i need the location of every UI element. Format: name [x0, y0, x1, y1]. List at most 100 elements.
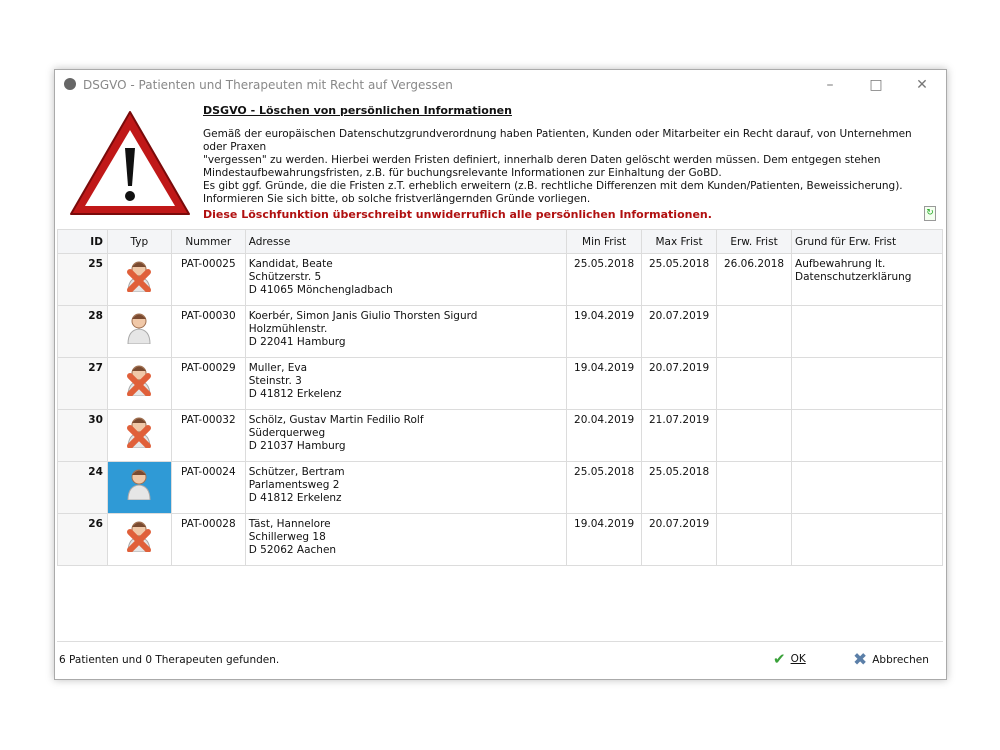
address-city: D 41812 Erkelenz [248, 492, 342, 504]
cell-min-frist: 19.04.2019 [566, 357, 643, 410]
col-id[interactable]: ID [57, 230, 108, 254]
cell-nummer: PAT-00029 [170, 357, 246, 410]
app-icon [64, 78, 76, 90]
address-street: Schützerstr. 5 [248, 271, 322, 283]
status-text: 6 Patienten und 0 Therapeuten gefunden. [59, 654, 280, 666]
cell-adresse: Täst, Hannelore Schillerweg 18 D 52062 Aac… [244, 513, 568, 566]
address-street: Steinstr. 3 [248, 375, 302, 387]
cell-erw-frist [716, 357, 793, 410]
cell-max-frist: 25.05.2018 [641, 253, 718, 306]
ok-button[interactable]: ✔ OK [773, 650, 806, 668]
cell-nummer: PAT-00024 [170, 461, 246, 514]
address-street: Holzmühlenstr. [248, 323, 328, 335]
cell-nummer: PAT-00032 [170, 409, 246, 462]
col-typ[interactable]: Typ [106, 230, 172, 254]
cell-id: 24 [57, 461, 108, 514]
col-adresse[interactable]: Adresse [244, 230, 568, 254]
col-min-frist[interactable]: Min Frist [566, 230, 643, 254]
table-row[interactable]: 25 PAT-00025 Kandidat, Beate Schützerstr.… [57, 253, 943, 306]
address-name: Schölz, Gustav Martin Fedilio Rolf [248, 414, 424, 426]
cell-grund [791, 409, 943, 462]
col-max-frist[interactable]: Max Frist [641, 230, 718, 254]
cell-max-frist: 21.07.2019 [641, 409, 718, 462]
cell-id: 27 [57, 357, 108, 410]
cell-typ[interactable] [106, 305, 172, 358]
dialog-window: DSGVO - Patienten und Therapeuten mit Re… [54, 69, 947, 680]
cell-min-frist: 19.04.2019 [566, 305, 643, 358]
minimize-button[interactable]: – [826, 77, 834, 93]
cell-typ[interactable] [106, 253, 172, 306]
cell-grund [791, 513, 943, 566]
cell-min-frist: 25.05.2018 [566, 253, 643, 306]
cell-nummer: PAT-00028 [170, 513, 246, 566]
cell-grund [791, 461, 943, 514]
cell-typ[interactable] [106, 357, 172, 410]
info-paragraph: Gemäß der europäischen Datenschutzgrundv… [203, 128, 933, 206]
patient-icon [127, 469, 151, 501]
address-street: Süderquerweg [248, 427, 326, 439]
col-nummer[interactable]: Nummer [170, 230, 246, 254]
patient-grid: ID Typ Nummer Adresse Min Frist Max Fris… [57, 229, 943, 642]
cell-erw-frist [716, 305, 793, 358]
maximize-button[interactable]: □ [869, 77, 883, 93]
address-city: D 41065 Mönchengladbach [248, 284, 393, 296]
cell-erw-frist [716, 461, 793, 514]
address-street: Schillerweg 18 [248, 531, 326, 543]
close-button[interactable]: ✕ [916, 77, 928, 93]
cell-erw-frist [716, 409, 793, 462]
address-city: D 21037 Hamburg [248, 440, 346, 452]
table-row[interactable]: 24 PAT-00024 Schützer, Bertram Parlaments… [57, 461, 943, 514]
table-row[interactable]: 30 PAT-00032 Schölz, Gustav Martin Fedil… [57, 409, 943, 462]
info-line: "vergessen" zu werden. Hierbei werden Fr… [203, 154, 881, 166]
patient-deleted-icon [127, 417, 152, 449]
cell-max-frist: 20.07.2019 [641, 513, 718, 566]
cell-max-frist: 20.07.2019 [641, 305, 718, 358]
warning-text: Diese Löschfunktion überschreibt unwider… [203, 208, 712, 221]
address-city: D 22041 Hamburg [248, 336, 346, 348]
cell-typ[interactable] [106, 513, 172, 566]
address-name: Täst, Hannelore [248, 518, 331, 530]
cell-grund: Aufbewahrung lt. Datenschutzerklärung [791, 253, 943, 306]
cell-id: 26 [57, 513, 108, 566]
header-row: ID Typ Nummer Adresse Min Frist Max Fris… [57, 230, 943, 254]
cell-id: 30 [57, 409, 108, 462]
patient-deleted-icon [127, 521, 152, 553]
warning-icon [70, 111, 190, 215]
col-erw-frist[interactable]: Erw. Frist [716, 230, 793, 254]
cell-typ[interactable] [106, 461, 172, 514]
cell-grund [791, 357, 943, 410]
info-line: Es gibt ggf. Gründe, die die Fristen z.T… [203, 180, 903, 192]
refresh-icon[interactable]: ↻ [924, 206, 936, 221]
window-title: DSGVO - Patienten und Therapeuten mit Re… [83, 78, 453, 92]
info-line: Mindestaufbewahrungsfristen, z.B. für bu… [203, 167, 722, 179]
cell-adresse: Koerbér, Simon Janis Giulio Thorsten Sig… [244, 305, 568, 358]
address-city: D 52062 Aachen [248, 544, 337, 556]
cell-max-frist: 20.07.2019 [641, 357, 718, 410]
ok-label: OK [790, 653, 806, 665]
cancel-x-icon: ✖ [853, 650, 868, 670]
cell-min-frist: 19.04.2019 [566, 513, 643, 566]
table-row[interactable]: 26 PAT-00028 Täst, Hannelore Schillerweg … [57, 513, 943, 566]
cell-id: 28 [57, 305, 108, 358]
patient-deleted-icon [127, 261, 152, 293]
address-name: Schützer, Bertram [248, 466, 345, 478]
address-street: Parlamentsweg 2 [248, 479, 340, 491]
patient-icon [127, 313, 151, 345]
cell-typ[interactable] [106, 409, 172, 462]
cell-nummer: PAT-00030 [170, 305, 246, 358]
table-row[interactable]: 28 PAT-00030 Koerbér, Simon Janis Giulio… [57, 305, 943, 358]
cell-adresse: Schölz, Gustav Martin Fedilio Rolf Süderq… [244, 409, 568, 462]
cell-min-frist: 25.05.2018 [566, 461, 643, 514]
title-bar: DSGVO - Patienten und Therapeuten mit Re… [55, 70, 946, 100]
info-line: Informieren Sie sich bitte, ob solche fr… [203, 193, 591, 205]
col-grund[interactable]: Grund für Erw. Frist [791, 230, 943, 254]
dialog-heading: DSGVO - Löschen von persönlichen Informa… [203, 104, 512, 117]
patient-deleted-icon [127, 365, 152, 397]
address-city: D 41812 Erkelenz [248, 388, 342, 400]
cancel-button[interactable]: ✖ Abbrechen [853, 650, 929, 670]
cell-grund [791, 305, 943, 358]
